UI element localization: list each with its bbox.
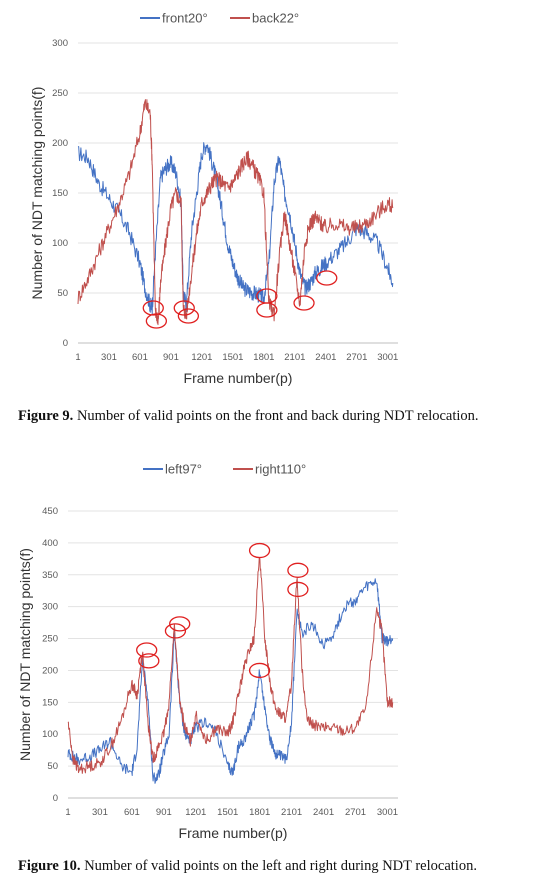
annotation-circle — [293, 295, 315, 311]
x-tick-label: 2701 — [345, 807, 366, 818]
annotation-circle — [177, 308, 200, 324]
annotation-circle — [136, 642, 158, 658]
x-tick-label: 1 — [65, 807, 70, 818]
y-tick-label: 0 — [63, 338, 68, 349]
figure-9: 0 50 100 150 200 250 300 1 301 601 901 1201 1501 1801… — [0, 0, 557, 400]
y-tick-label: 50 — [57, 288, 68, 299]
x-tick-label: 901 — [163, 352, 179, 363]
annotation-circle — [256, 302, 278, 318]
x-tick-label: 301 — [101, 352, 117, 363]
y-tick-label: 250 — [42, 634, 58, 645]
annotation-circle — [173, 300, 195, 316]
x-tick-label: 1201 — [191, 352, 212, 363]
x-tick-label: 3001 — [377, 352, 398, 363]
figure-9-caption-label: Figure 9. — [18, 408, 74, 424]
legend-label: front20° — [162, 11, 208, 26]
series-line — [67, 578, 394, 784]
annotation-circle — [287, 581, 309, 598]
legend-label: back22° — [252, 11, 299, 26]
series-line — [77, 142, 394, 316]
y-tick-label: 400 — [42, 538, 58, 549]
x-tick-label: 1 — [75, 352, 80, 363]
annotation-circle — [316, 270, 338, 286]
y-tick-label: 450 — [42, 506, 58, 517]
y-tick-label: 50 — [47, 761, 58, 772]
x-tick-label: 1501 — [222, 352, 243, 363]
x-tick-label: 2101 — [281, 807, 302, 818]
y-tick-label: 0 — [53, 793, 58, 804]
x-tick-label: 901 — [156, 807, 172, 818]
x-tick-label: 1201 — [185, 807, 206, 818]
x-tick-label: 601 — [124, 807, 140, 818]
x-tick-label: 2701 — [346, 352, 367, 363]
annotation-circle — [142, 300, 164, 316]
x-tick-label: 1801 — [253, 352, 274, 363]
series-line — [77, 99, 394, 326]
x-tick-label: 601 — [132, 352, 148, 363]
annotation-circle — [248, 662, 271, 679]
x-axis-label: Frame number(p) — [184, 370, 293, 386]
x-tick-label: 1501 — [217, 807, 238, 818]
legend-label: left97° — [165, 462, 202, 477]
figure-10: 0 50 100 150 200 250 300 350 400 450 1 301 601 901 120… — [0, 445, 557, 855]
y-tick-label: 100 — [42, 729, 58, 740]
y-tick-label: 100 — [52, 238, 68, 249]
x-tick-label: 1801 — [249, 807, 270, 818]
annotation-circle — [287, 562, 309, 578]
annotation-circle — [256, 288, 278, 304]
figure-10-caption-label: Figure 10. — [18, 858, 81, 874]
y-tick-label: 200 — [42, 665, 58, 676]
annotation-circle — [248, 542, 271, 559]
y-tick-label: 200 — [52, 138, 68, 149]
x-tick-label: 3001 — [377, 807, 398, 818]
figure-10-chart: 0 50 100 150 200 250 300 350 400 450 1 301 601 901 120… — [17, 462, 398, 842]
x-tick-label: 2101 — [284, 352, 305, 363]
x-tick-label: 2401 — [313, 807, 334, 818]
figure-9-caption: Figure 9. Number of valid points on the … — [18, 408, 548, 425]
y-tick-label: 150 — [42, 697, 58, 708]
y-tick-label: 300 — [42, 602, 58, 613]
y-tick-label: 150 — [52, 188, 68, 199]
annotation-circle — [164, 623, 187, 639]
y-axis-label: Number of NDT matching points(f) — [29, 87, 45, 300]
x-tick-label: 301 — [92, 807, 108, 818]
figure-9-caption-text: Number of valid points on the front and … — [73, 408, 479, 424]
figure-10-caption-text: Number of valid points on the left and r… — [80, 858, 477, 874]
y-axis-label: Number of NDT matching points(f) — [17, 548, 33, 761]
annotation-circle — [145, 313, 168, 329]
x-tick-label: 2401 — [315, 352, 336, 363]
y-tick-label: 300 — [52, 38, 68, 49]
annotation-circle — [169, 616, 191, 632]
series-line — [67, 557, 394, 774]
x-axis-label: Frame number(p) — [179, 825, 288, 841]
legend-label: right110° — [255, 462, 306, 477]
figure-10-caption: Figure 10. Number of valid points on the… — [18, 858, 548, 875]
y-tick-label: 250 — [52, 88, 68, 99]
annotation-circle — [138, 653, 160, 669]
y-tick-label: 350 — [42, 570, 58, 581]
